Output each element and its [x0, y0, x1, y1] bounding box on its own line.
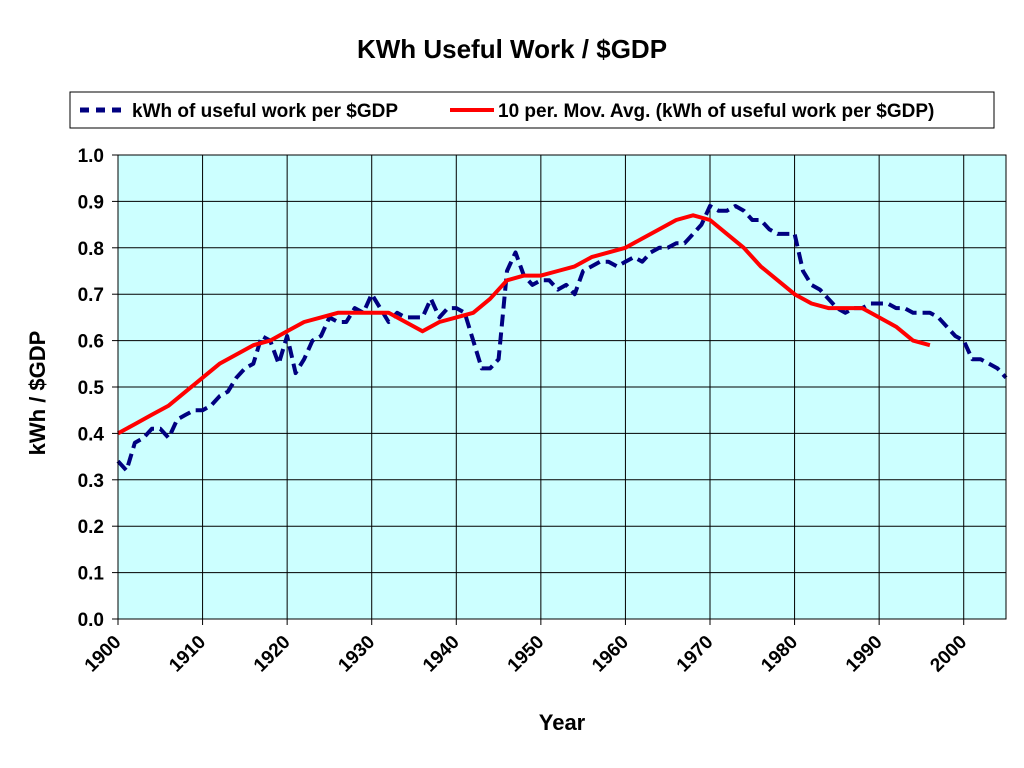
y-tick-label: 0.7	[78, 285, 104, 306]
legend-label-series-1: kWh of useful work per $GDP	[132, 101, 398, 122]
x-tick-label: 1950	[504, 632, 549, 677]
y-tick-label: 0.9	[78, 192, 104, 213]
x-tick-label: 1980	[757, 632, 802, 677]
x-tick-label: 1900	[81, 632, 126, 677]
series-line-2	[117, 213, 931, 436]
y-tick-label: 0.4	[78, 424, 105, 445]
legend-box	[69, 91, 995, 129]
legend: kWh of useful work per $GDP 10 per. Mov.…	[69, 91, 995, 129]
legend-label-series-2: 10 per. Mov. Avg. (kWh of useful work pe…	[498, 101, 934, 122]
x-tick-label: 1990	[842, 632, 887, 677]
y-tick-label: 0.5	[78, 378, 105, 399]
chart-title: KWh Useful Work / $GDP	[357, 34, 667, 64]
y-tick-label: 1.0	[78, 146, 104, 167]
y-axis: 0.0 0.1 0.2 0.3 0.4 0.5 0.6 0.7 0.8 0.9 1.0	[78, 146, 118, 631]
x-axis: 1900 1910 1920 1930 1940 1950 1960 1970 1980 1990…	[81, 619, 971, 676]
x-tick-label: 1970	[673, 632, 718, 677]
x-tick-label: 1930	[335, 632, 380, 677]
x-tick-label: 1940	[419, 632, 464, 677]
y-tick-label: 0.8	[78, 239, 104, 260]
y-tick-label: 0.3	[78, 471, 104, 492]
x-tick-label: 1960	[588, 632, 633, 677]
x-tick-label: 1920	[250, 632, 295, 677]
x-tick-label: 2000	[927, 632, 972, 677]
y-tick-label: 0.1	[78, 564, 105, 585]
x-tick-label: 1910	[165, 632, 210, 677]
y-axis-label: kWh / $GDP	[25, 331, 50, 456]
y-tick-label: 0.6	[78, 332, 104, 353]
y-tick-label: 0.2	[78, 517, 104, 538]
x-axis-label: Year	[539, 710, 586, 735]
y-tick-label: 0.0	[78, 610, 104, 631]
series-layer	[116, 204, 1008, 473]
